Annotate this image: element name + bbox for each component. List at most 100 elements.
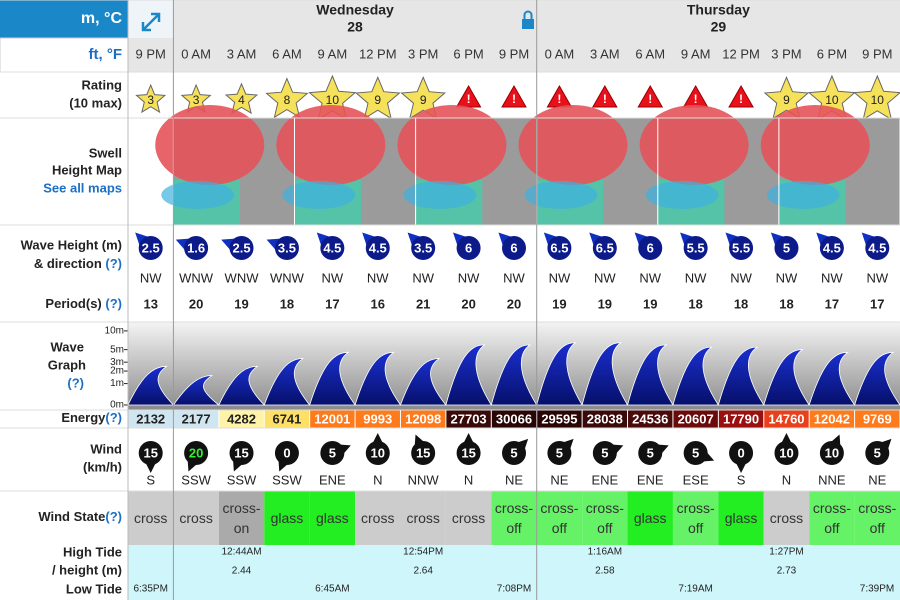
rating-value: 9 [783, 93, 790, 107]
wave-direction: NW [503, 270, 525, 285]
period-value: 17 [870, 296, 884, 311]
wind-speed-value: 15 [143, 445, 157, 460]
period-value: 17 [325, 296, 339, 311]
wind-state-box: cross [452, 510, 485, 526]
units-cell[interactable] [0, 37, 129, 73]
wave-direction: WNW [179, 270, 214, 285]
wind-state-cell [672, 491, 719, 545]
wind-speed-icon [547, 441, 572, 465]
rating-warning [501, 84, 527, 108]
tide-bg [128, 545, 900, 600]
period-value: 21 [416, 296, 430, 311]
expand-icon[interactable] [141, 12, 161, 32]
wave-height-value: 5.5 [687, 240, 705, 255]
wave-direction: NW [412, 270, 434, 285]
rating-warning [591, 84, 618, 108]
period-value: 16 [371, 296, 385, 311]
wind-speed-value: 5 [692, 445, 699, 460]
wind-state: glass [633, 510, 667, 526]
period-value: 19 [643, 296, 657, 311]
wind-state-cell [264, 491, 310, 545]
wind-state: glass [316, 510, 349, 526]
rating-value: ! [557, 92, 561, 106]
wave-height-icon [592, 236, 617, 260]
row-label: Wave [51, 339, 84, 354]
wind-state-cell [582, 491, 628, 545]
wind-speed-value: 5 [647, 445, 654, 460]
wave-height-value: 6 [465, 240, 472, 255]
units-cell[interactable] [0, 0, 128, 38]
graph-axis-label: 5m [110, 344, 124, 355]
wave-graph-shape [172, 375, 220, 406]
wind-state-box: cross-off [495, 500, 533, 536]
wind-state: cross-off [540, 500, 579, 536]
row-label: Period(s) (?) [45, 296, 122, 311]
wind-state-box: cross [134, 510, 167, 526]
wave-graph-shape [808, 351, 856, 406]
wave-height-icon [411, 236, 436, 260]
map-swell-edge [766, 181, 840, 209]
period-value: 18 [688, 296, 702, 311]
wind-speed-icon [274, 441, 299, 465]
wave-direction: WNW [225, 270, 260, 285]
lock-icon[interactable] [522, 10, 534, 30]
energy-value: 2177 [182, 411, 211, 426]
wind-state-box: cross [406, 510, 439, 526]
wave-direction: NW [730, 270, 752, 285]
wind-state: glass [270, 510, 304, 526]
swell-map[interactable] [276, 105, 417, 226]
units-imperial[interactable]: ft, °F [89, 46, 123, 63]
help-link[interactable]: (?) [105, 296, 122, 311]
wave-height-value: 2.5 [232, 240, 250, 255]
wind-state-cell [128, 491, 174, 545]
wave-height-value: 5.5 [732, 240, 750, 255]
energy-cell [128, 410, 173, 428]
row-label: & direction (?) [34, 256, 122, 271]
wind-state-cell [218, 491, 265, 545]
wave-graph-shape [218, 365, 266, 406]
wind-state-cell [445, 491, 492, 545]
wave-direction: NW [140, 270, 162, 285]
see-all-maps[interactable]: See all maps [43, 180, 122, 195]
wave-graph-shape [581, 342, 629, 406]
wave-height-icon [547, 236, 572, 260]
row-label: (km/h) [83, 459, 122, 474]
wave-height-icon [229, 236, 254, 260]
help-link[interactable]: (?) [105, 509, 122, 524]
swell-map[interactable] [155, 105, 296, 226]
wave-direction: NW [549, 270, 571, 285]
swell-map[interactable] [518, 105, 659, 226]
wind-speed-icon [819, 441, 844, 465]
low-tide-time: 7:19AM [678, 584, 712, 595]
swell-map[interactable] [397, 105, 538, 226]
row-label: / height (m) [52, 562, 122, 577]
help-link[interactable]: (?) [105, 256, 122, 271]
wind-speed-icon [456, 441, 481, 465]
wind-state-cell [854, 491, 900, 545]
wind-speed-value: 15 [416, 445, 430, 460]
wave-height-value: 4.5 [823, 240, 841, 255]
wave-direction: NW [322, 270, 344, 285]
map-swell [155, 105, 265, 185]
units-metric[interactable]: m, °C [81, 10, 123, 27]
wind-state-box: glass [725, 510, 758, 526]
rating-value: 10 [825, 93, 839, 107]
day-name: Wednesday [316, 2, 394, 18]
wave-direction: NW [821, 270, 843, 285]
swell-map[interactable] [639, 105, 780, 226]
wave-height-value: 4.5 [868, 240, 886, 255]
wave-height-icon [320, 236, 345, 260]
wave-height-value: 5 [783, 240, 790, 255]
wind-state-box: glass [270, 510, 304, 526]
map-swell-edge [524, 181, 598, 209]
help-link[interactable]: (?) [105, 410, 122, 425]
low-tide-time: 7:39PM [860, 584, 894, 595]
energy-value: 28038 [587, 411, 623, 426]
wind-speed-value: 10 [779, 445, 793, 460]
help-link[interactable]: (?) [67, 375, 84, 390]
wave-direction: WNW [270, 270, 305, 285]
swell-map[interactable] [760, 105, 900, 226]
low-tide-time: 7:08PM [497, 584, 531, 595]
time-label: 9 AM [681, 46, 711, 61]
energy-cell [628, 410, 673, 428]
